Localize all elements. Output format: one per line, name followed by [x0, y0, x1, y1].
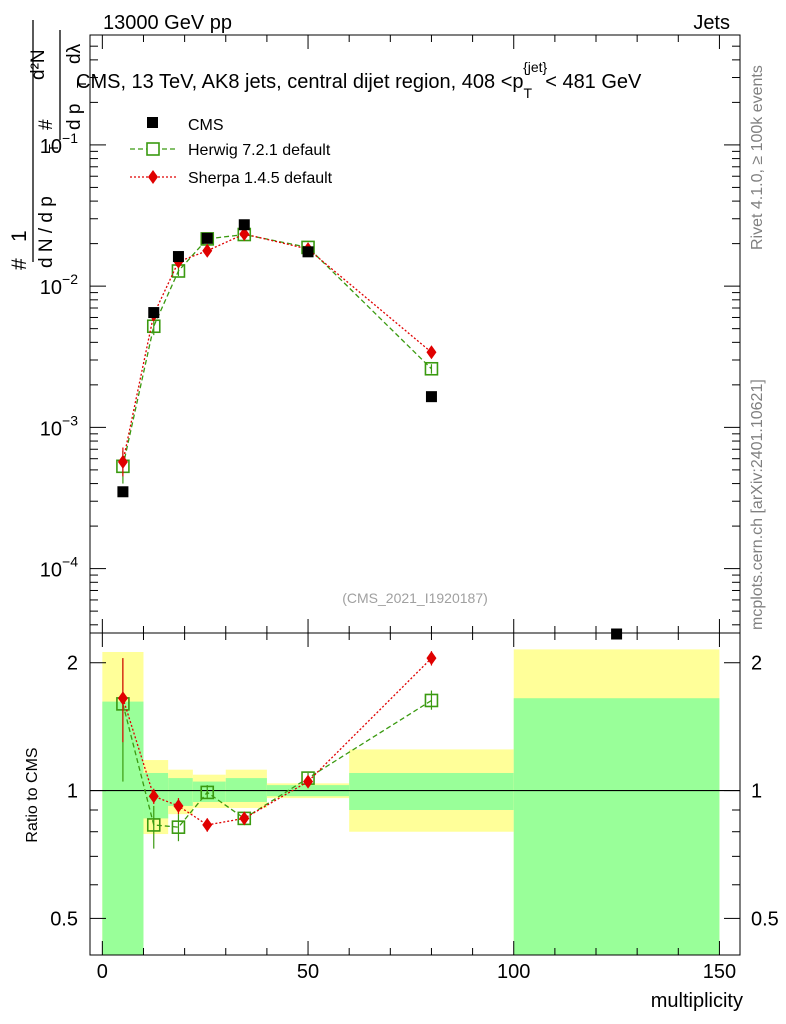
- sherpa-line: [122, 233, 432, 462]
- sherpa-point: [303, 774, 314, 789]
- herwig-point: [146, 818, 161, 832]
- cms-point: [201, 232, 213, 244]
- ratio-ytick-label-right: 1: [751, 781, 762, 803]
- ylabel-dl: dλ: [64, 43, 85, 64]
- ratio-marks: [116, 651, 439, 849]
- legend-herwig-label: Herwig 7.2.1 default: [188, 142, 331, 159]
- main-ytick-label: 10−4: [40, 554, 78, 582]
- sherpa-point: [426, 345, 437, 360]
- ratio-bands: [90, 649, 740, 955]
- ratio-ylabel: Ratio to CMS: [24, 747, 41, 842]
- ratio-ytick-label-left: 0.5: [50, 908, 78, 930]
- legend-sherpa-marker: [148, 170, 158, 184]
- sherpa-point: [239, 811, 250, 826]
- ytick-exp: −1: [62, 130, 78, 146]
- analysis-id-label: (CMS_2021_I1920187): [342, 590, 488, 606]
- ratio-ytick-label-left: 2: [67, 653, 78, 675]
- main-title: CMS, 13 TeV, AK8 jets, central dijet reg…: [76, 59, 642, 101]
- ylabel-T-1: T: [46, 144, 61, 152]
- ytick-exp: −2: [62, 271, 78, 287]
- main-ticks: [90, 35, 740, 633]
- cms-point: [238, 219, 250, 231]
- ytick-base: 10: [40, 560, 62, 582]
- legend-herwig-marker: [146, 142, 160, 156]
- ylabel-hash-1: #: [8, 258, 31, 270]
- xtick-label: 0: [97, 961, 108, 983]
- sherpa-point: [239, 226, 250, 241]
- uncertainty-band-green: [513, 698, 720, 955]
- rivet-version-label: Rivet 4.1.0, ≥ 100k events: [749, 65, 766, 250]
- cms-point: [302, 246, 314, 258]
- ratio-ytick-label-left: 1: [67, 781, 78, 803]
- main-panel: 10−410−310−210−1 (CMS_2021_I1920187) CMS…: [8, 20, 741, 640]
- main-ytick-label: 10−1: [40, 130, 78, 158]
- herwig-point: [424, 361, 439, 376]
- xtick-label: 50: [297, 961, 319, 983]
- ytick-exp: −4: [62, 554, 78, 570]
- herwig-point: [424, 693, 439, 708]
- cms-point: [172, 251, 184, 263]
- ylabel-dN: d N / d p: [36, 196, 57, 268]
- mcplots-reference-label: mcplots.cern.ch [arXiv:2401.10621]: [749, 379, 766, 630]
- herwig-line: [122, 233, 432, 467]
- sherpa-point: [173, 798, 184, 813]
- ratio-tick-labels: 0.5 0.5 1 1 2 2 0 50 100 150: [50, 653, 779, 983]
- sherpa-point: [202, 817, 213, 832]
- main-ytick-label: 10−2: [40, 271, 78, 299]
- cms-point: [425, 391, 437, 403]
- cms-point: [148, 307, 160, 319]
- legend-cms-marker: [147, 117, 158, 128]
- uncertainty-band-green: [168, 778, 193, 806]
- ratio-ytick-label-right: 2: [751, 653, 762, 675]
- ytick-base: 10: [40, 418, 62, 440]
- ytick-exp: −3: [62, 412, 78, 428]
- main-ytick-labels: 10−410−310−210−1: [40, 130, 78, 582]
- ratio-panel: 0.5 0.5 1 1 2 2 0 50 100 150 Ratio to CMS multipl…: [24, 632, 779, 1012]
- legend-cms-label: CMS: [188, 117, 224, 134]
- uncertainty-band-green: [349, 772, 514, 811]
- main-marks: [116, 219, 623, 640]
- ratio-ticks: [90, 633, 740, 955]
- herwig-point: [171, 820, 186, 834]
- ylabel-one: 1: [8, 230, 31, 242]
- sherpa-point: [148, 789, 159, 804]
- title-main: CMS, 13 TeV, AK8 jets, central dijet reg…: [76, 71, 524, 93]
- sherpa-point: [202, 243, 213, 258]
- legend-sherpa-label: Sherpa 1.4.5 default: [188, 170, 333, 187]
- ylabel-hash-2: #: [36, 119, 57, 130]
- ylabel-dp: d p: [64, 104, 85, 130]
- sherpa-point: [117, 454, 128, 469]
- title-tail: < 481 GeV: [545, 71, 642, 93]
- x-axis-label: multiplicity: [651, 990, 743, 1012]
- energy-label: 13000 GeV pp: [103, 12, 232, 34]
- xtick-label: 100: [497, 961, 530, 983]
- ytick-base: 10: [40, 277, 62, 299]
- cms-point: [117, 486, 129, 498]
- ratio-ytick-label-right: 0.5: [751, 908, 779, 930]
- legend: CMS Herwig 7.2.1 default Sherpa 1.4.5 de…: [130, 117, 333, 187]
- ylabel-T-2: T: [74, 80, 89, 88]
- cms-point: [611, 628, 623, 640]
- xtick-label: 150: [703, 961, 736, 983]
- ylabel-d2N: d²N: [28, 49, 49, 80]
- sherpa-point: [117, 691, 128, 706]
- herwig-point: [200, 785, 215, 800]
- jets-label: Jets: [693, 12, 730, 34]
- ratio-frame: [89, 632, 741, 956]
- main-ylabel: # 1 d N / d p T # d²N d p T dλ: [8, 20, 89, 270]
- ytick-base: 10: [40, 136, 62, 158]
- title-sup: {jet}: [523, 59, 547, 75]
- sherpa-point: [426, 651, 437, 666]
- title-sub: T: [524, 85, 533, 101]
- main-ytick-label: 10−3: [40, 412, 78, 440]
